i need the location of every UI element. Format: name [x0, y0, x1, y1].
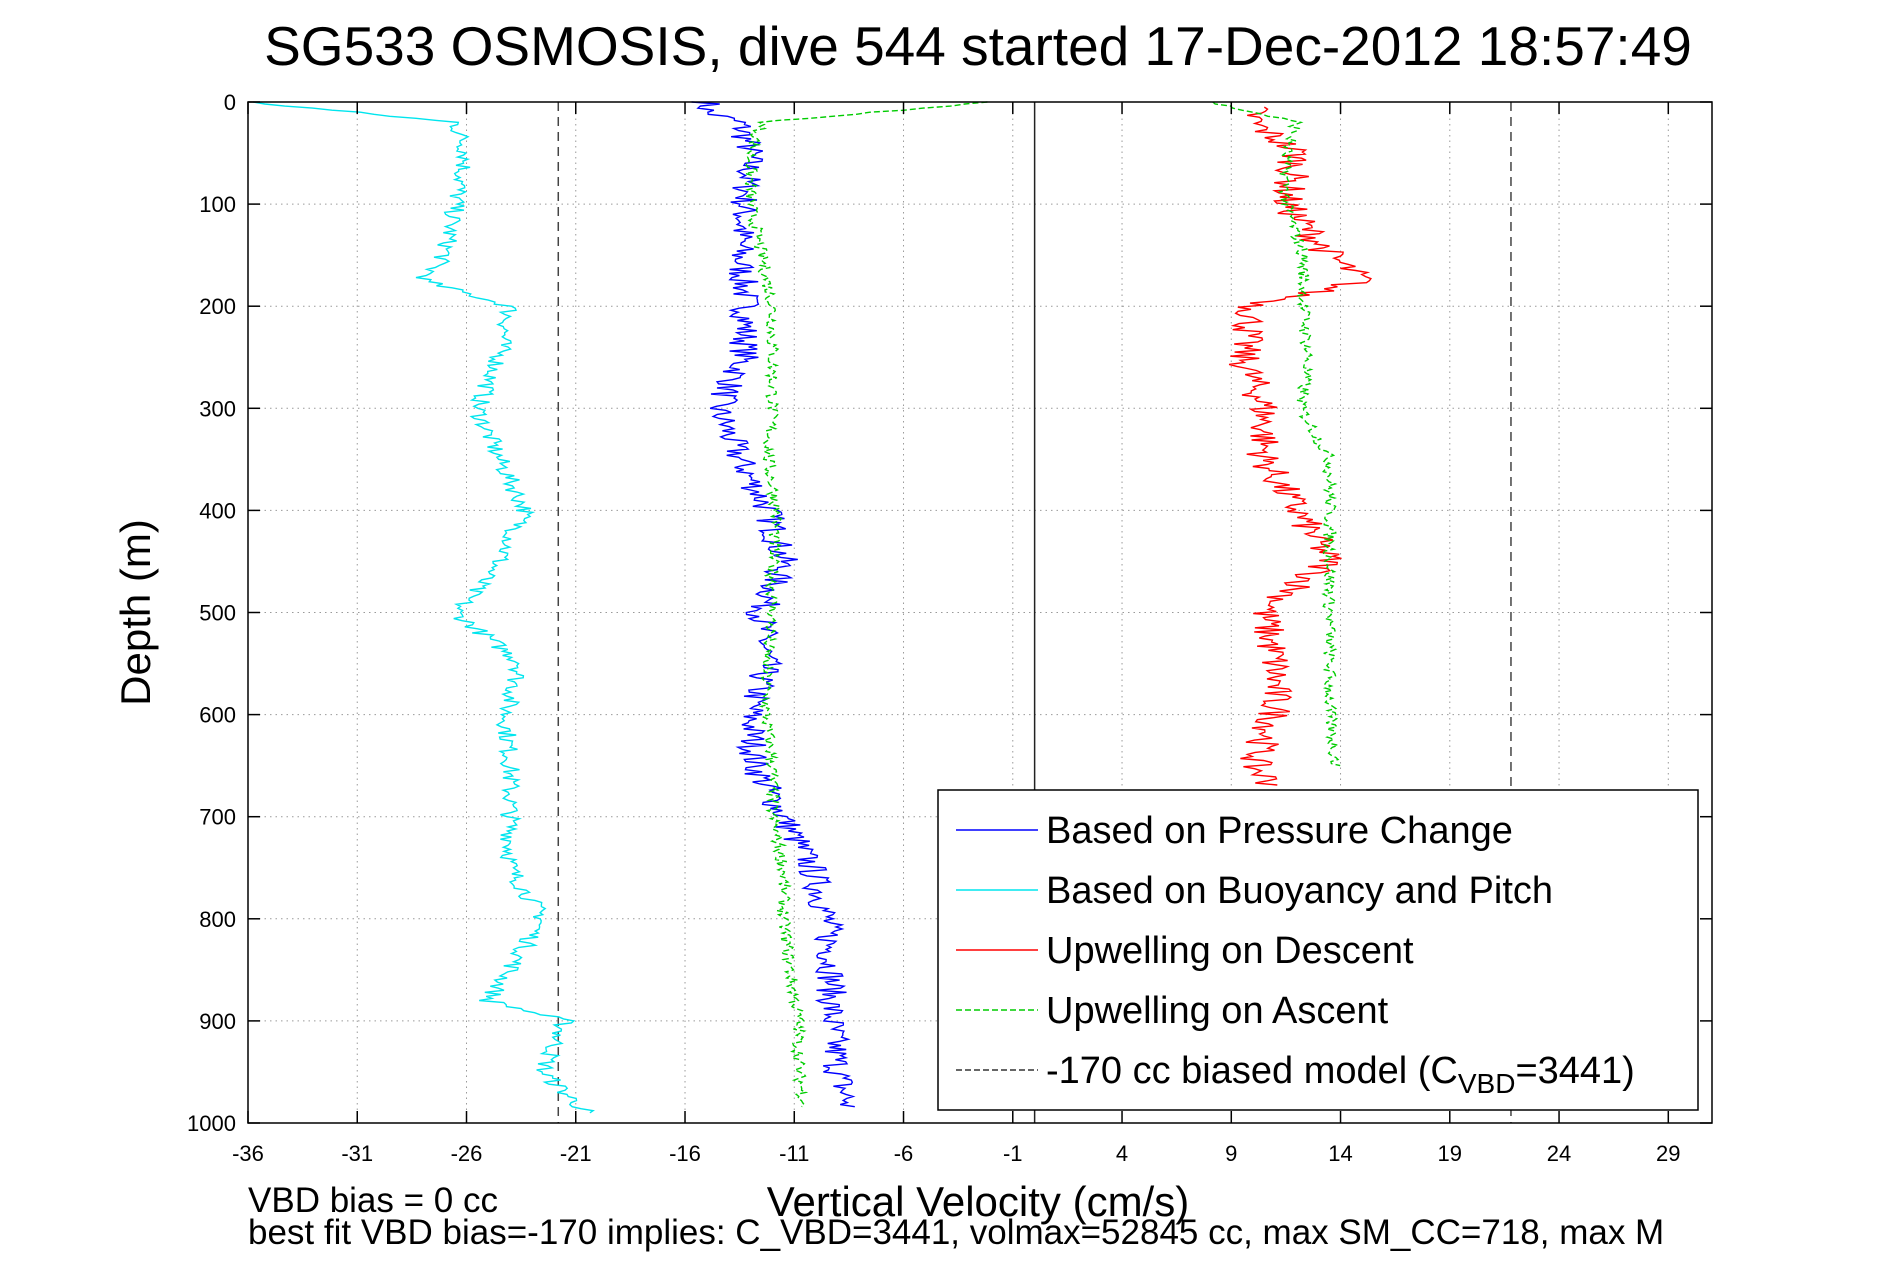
x-axis-label: Vertical Velocity (cm/s) [767, 1178, 1189, 1225]
chart-title: SG533 OSMOSIS, dive 544 started 17-Dec-2… [264, 15, 1692, 77]
legend-label: Upwelling on Ascent [1046, 990, 1389, 1032]
upwelling-on-descent-line [1228, 106, 1372, 786]
based-on-buoyancy-and-pitch-line [253, 101, 595, 1114]
x-tick-label: 4 [1116, 1141, 1128, 1166]
upwelling-on-ascent-line [744, 101, 988, 1108]
x-tick-label: -26 [451, 1141, 483, 1166]
footer-best-fit-note: best fit VBD bias=-170 implies: C_VBD=34… [248, 1213, 1665, 1252]
x-tick-label: -21 [560, 1141, 592, 1166]
x-tick-label: -36 [232, 1141, 264, 1166]
legend-label: -170 cc biased model (CVBD=3441) [1046, 1050, 1635, 1099]
x-tick-label: 19 [1438, 1141, 1462, 1166]
y-tick-label: 800 [199, 907, 236, 932]
series-layer [253, 101, 1372, 1114]
legend: Based on Pressure Change Based on Buoyanc… [937, 789, 1699, 1111]
legend-label: Upwelling on Descent [1046, 930, 1414, 972]
y-tick-label: 300 [199, 396, 236, 421]
y-tick-label: 900 [199, 1009, 236, 1034]
x-tick-label: -1 [1003, 1141, 1023, 1166]
y-tick-label: 100 [199, 192, 236, 217]
x-tick-label: 24 [1547, 1141, 1571, 1166]
x-tick-label: -31 [341, 1141, 373, 1166]
x-tick-label: -11 [779, 1141, 809, 1166]
y-tick-label: 500 [199, 601, 236, 626]
legend-label: Based on Buoyancy and Pitch [1046, 870, 1553, 912]
y-tick-label: 400 [199, 498, 236, 523]
y-tick-label: 700 [199, 805, 236, 830]
y-axis-label: Depth (m) [112, 519, 159, 706]
y-tick-label: 200 [199, 294, 236, 319]
y-tick-label: 0 [224, 90, 236, 115]
x-tick-label: 14 [1328, 1141, 1352, 1166]
x-tick-label: 9 [1225, 1141, 1237, 1166]
y-tick-label: 1000 [187, 1111, 236, 1136]
footer-vbd-bias: VBD bias = 0 cc [248, 1181, 498, 1220]
legend-label: Based on Pressure Change [1046, 810, 1513, 852]
upwelling-on-ascent-line-2 [1212, 101, 1341, 767]
legend-box [937, 789, 1699, 1111]
axis-ticks: -36 -31 -26 -21 -16 -11 -6 -1 4 9 14 19 24 29 0 100 200 3… [187, 90, 1712, 1166]
x-tick-label: -16 [669, 1141, 701, 1166]
x-tick-label: 29 [1656, 1141, 1680, 1166]
based-on-pressure-change-line [691, 101, 856, 1108]
x-tick-label: -6 [894, 1141, 914, 1166]
y-tick-label: 600 [199, 703, 236, 728]
